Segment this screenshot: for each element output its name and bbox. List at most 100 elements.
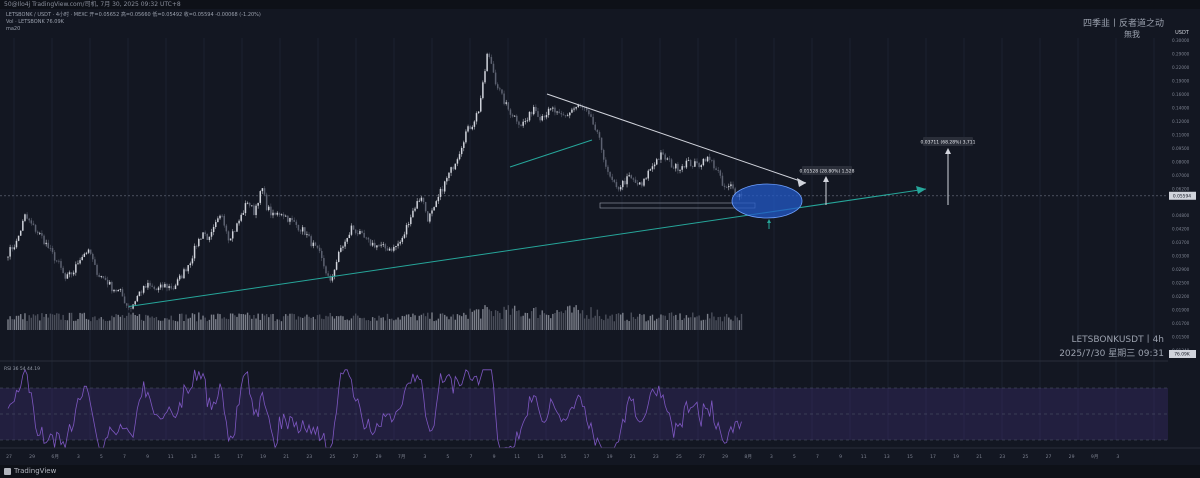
candle-body [43,235,45,245]
candle-body [354,229,357,234]
volume-bar [723,316,726,330]
volume-bar [681,319,683,330]
volume-bar [664,315,666,330]
time-tick-label: 5 [793,454,796,460]
candle-body [418,200,421,202]
candle-body [257,202,259,206]
volume-bar [694,317,696,330]
volume-bar [609,315,611,330]
candle-body [503,93,505,104]
candle-body [571,109,573,113]
candle-body [624,180,626,185]
volume-bar [513,305,516,330]
candle-body [374,242,376,248]
candle-body [543,116,546,118]
candle-body [475,113,478,122]
candle-body [7,256,9,258]
candle-body [660,152,662,160]
volume-bar [431,312,433,330]
candle-body [60,261,62,268]
candle-body [490,57,493,64]
candle-body [117,290,119,292]
candle-body [583,107,586,109]
candle-body [554,107,556,113]
time-tick-label: 23 [653,454,659,460]
volume-bar [658,317,660,330]
candle-body [422,197,425,203]
price-axis-unit: USDT [1175,30,1190,36]
volume-bar [26,320,28,330]
candle-body [174,285,177,290]
candle-body [639,182,641,185]
candle-body [537,111,539,117]
volume-bar [715,320,717,330]
volume-bar [39,320,41,330]
candle-body [77,263,79,265]
candle-body [609,171,611,177]
volume-bar [327,316,329,330]
volume-bar [444,314,446,330]
candle-body [47,242,50,248]
volume-bar [365,320,367,330]
volume-bar [465,314,467,330]
candle-body [295,221,298,225]
volume-bar [482,309,484,330]
candle-body [98,274,100,277]
volume-bar [293,314,295,330]
volume-bar [153,317,155,330]
volume-bar [58,313,60,330]
volume-bar [530,311,533,330]
volume-bar [560,311,563,330]
volume-bar [740,313,743,330]
volume-bar [556,310,558,330]
candle-body [191,258,194,264]
candle-body [460,147,463,155]
candle-body [168,286,170,289]
volume-bar [569,305,571,330]
volume-bar [537,318,539,330]
candle-body [39,233,41,234]
candle-body [592,116,594,125]
volume-bar [696,316,698,330]
candle-body [626,176,628,185]
candle-body [634,179,637,183]
candle-body [170,286,172,289]
time-tick-label: 15 [214,454,220,460]
volume-bar [85,318,88,330]
volume-bar [700,320,702,330]
price-tick-label: 0.06200 [1172,186,1190,191]
time-tick-label: 27 [699,454,705,460]
volume-bar [386,313,389,330]
volume-bar [626,319,628,330]
candle-body [706,156,709,162]
candle-body [545,115,548,118]
volume-bar [446,316,448,330]
candle-body [645,178,647,180]
candle-body [278,212,281,215]
time-tick-label: 15 [907,454,913,460]
candle-body [401,237,404,242]
volume-bar [308,316,310,330]
candle-body [83,253,86,257]
candle-body [314,242,317,246]
candle-body [441,188,444,192]
candle-body [198,238,200,247]
candle-body [566,115,569,117]
candle-body [68,272,71,275]
volume-bar [405,314,408,330]
small-up-arrowhead [767,219,771,223]
volume-bar [571,312,573,330]
volume-bar [577,309,579,330]
time-tick-label: 27 [6,454,12,460]
volume-bar [433,321,435,330]
candle-body [321,250,323,259]
volume-bar [607,318,609,330]
candle-body [533,106,535,115]
last-price-label: 0.05594 [1173,193,1191,199]
volume-bar [480,318,482,330]
candle-body [219,215,221,219]
candle-body [212,227,215,233]
volume-bar [238,313,240,330]
volume-bar [24,313,26,330]
